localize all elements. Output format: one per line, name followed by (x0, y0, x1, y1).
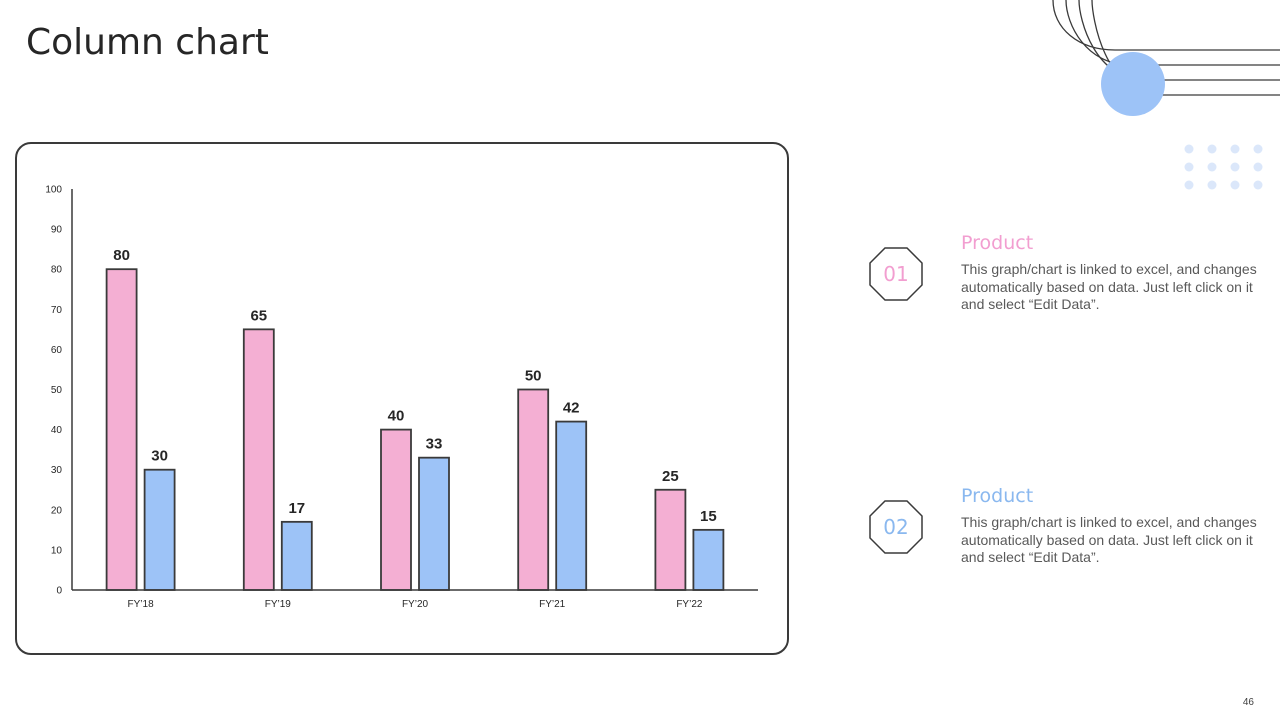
decorative-arcs-graphic (1052, 0, 1280, 190)
dot-grid-graphic (1184, 144, 1263, 190)
item-heading: Product (961, 232, 1034, 254)
item-description: This graph/chart is linked to excel, and… (961, 514, 1257, 565)
item-description: This graph/chart is linked to excel, and… (961, 261, 1257, 312)
badge-number: 01 (883, 262, 909, 286)
item-heading: Product (961, 485, 1034, 507)
chart-panel (15, 142, 789, 655)
blue-circle-graphic (1101, 52, 1165, 116)
page-number: 46 (1242, 697, 1254, 708)
page-title: Column chart (26, 22, 269, 63)
octagon-badge-01: 01 (868, 246, 924, 302)
octagon-badge-02: 02 (868, 499, 924, 555)
badge-number: 02 (883, 515, 909, 539)
